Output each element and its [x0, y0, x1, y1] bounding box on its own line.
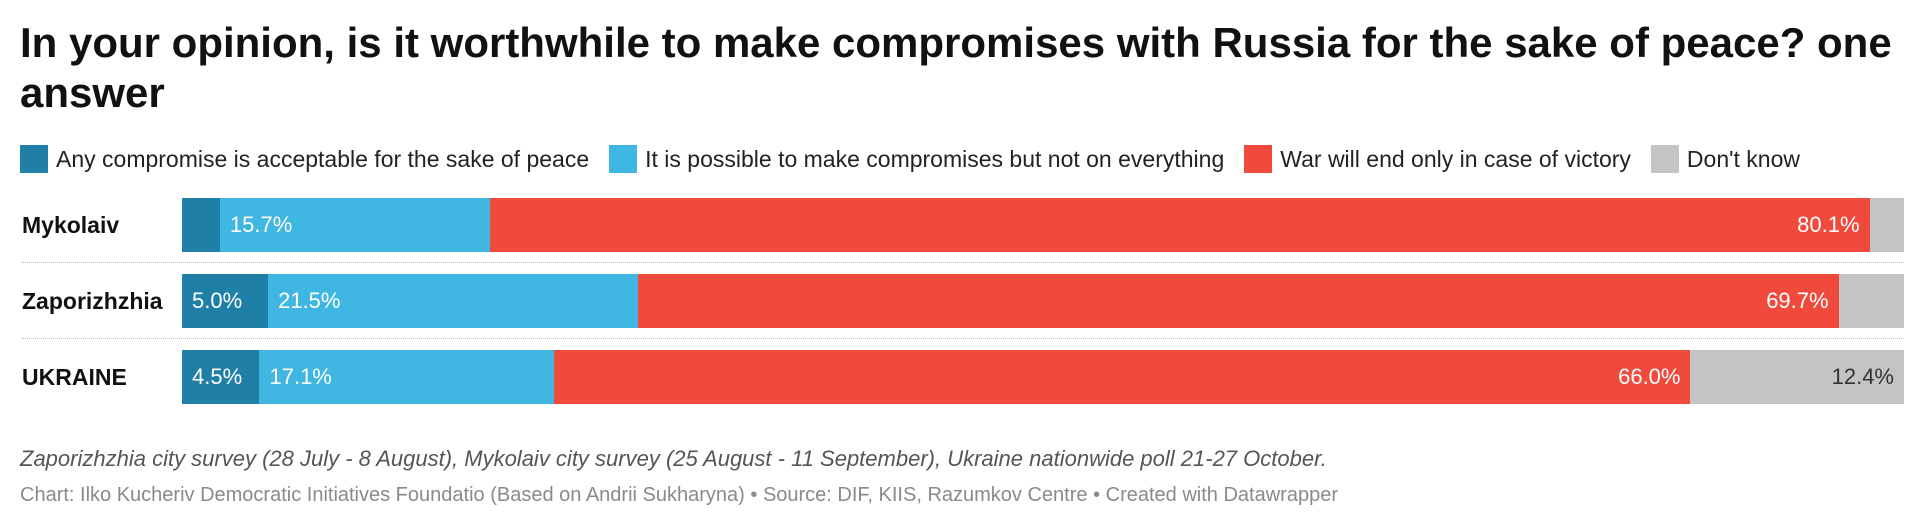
legend-label: It is possible to make compromises but n… — [645, 145, 1225, 172]
data-label: 12.4% — [1831, 364, 1894, 389]
credit-separator: • — [1093, 484, 1101, 506]
bar-row: 5.0% 21.5% 69.7% — [182, 274, 1904, 328]
data-label: 21.5% — [278, 288, 341, 313]
legend-label: Don't know — [1686, 145, 1800, 172]
credit-author: Chart: Ilko Kucheriv Democratic Initiati… — [20, 484, 745, 506]
chart-notes: Zaporizhzhia city survey (28 July - 8 Au… — [20, 446, 1327, 471]
bar-segment-possible — [259, 350, 554, 404]
bar-row: 4.5% 17.1% 66.0% 12.4% — [182, 350, 1904, 404]
credit-separator: • — [750, 484, 758, 506]
bar-segment-victory — [490, 198, 1870, 252]
row-label: Zaporizhzhia — [22, 288, 163, 314]
bar-segment-any-compromise — [182, 274, 269, 328]
bar-segment-dont-know — [1690, 350, 1904, 404]
data-label: 15.7% — [229, 212, 293, 237]
row-label: UKRAINE — [22, 364, 127, 390]
legend-item-any-compromise: Any compromise is acceptable for the sak… — [20, 145, 589, 173]
data-label: 4.5% — [192, 364, 243, 389]
legend-swatch — [1650, 145, 1679, 173]
bar-segment-dont-know — [1869, 198, 1904, 252]
legend-swatch — [20, 145, 48, 173]
bar-segment-possible — [219, 198, 491, 252]
bar-segment-any-compromise — [182, 198, 220, 252]
data-label: 5.0% — [192, 288, 243, 313]
legend-label: Any compromise is acceptable for the sak… — [56, 145, 590, 172]
chart-title: In your opinion, is it worthwhile to mak… — [20, 19, 1892, 116]
credit-source: Source: DIF, KIIS, Razumkov Centre — [762, 484, 1088, 506]
legend: Any compromise is acceptable for the sak… — [20, 144, 1820, 174]
row-divider — [22, 338, 1904, 339]
chart-credit: Chart: Ilko Kucheriv Democratic Initiati… — [20, 484, 1338, 507]
bar-row: 15.7% 80.1% — [182, 198, 1904, 252]
legend-item-possible: It is possible to make compromises but n… — [609, 145, 1224, 173]
data-label: 69.7% — [1766, 288, 1829, 313]
bar-segment-any-compromise — [182, 350, 260, 404]
data-label: 17.1% — [269, 364, 332, 389]
bar-segment-dont-know — [1838, 274, 1904, 328]
legend-item-victory: War will end only in case of victory — [1244, 145, 1631, 173]
legend-label: War will end only in case of victory — [1280, 145, 1631, 172]
data-label: 80.1% — [1797, 212, 1860, 237]
legend-item-dont-know: Don't know — [1650, 145, 1800, 173]
legend-swatch — [609, 145, 638, 173]
bar-segment-victory — [638, 274, 1839, 328]
bar-segment-possible — [268, 274, 639, 328]
row-label: Mykolaiv — [22, 212, 120, 238]
legend-swatch — [1244, 145, 1273, 173]
credit-made-with: Created with Datawrapper — [1105, 484, 1338, 506]
row-divider — [22, 262, 1904, 263]
data-label: 66.0% — [1618, 364, 1681, 389]
bar-segment-victory — [553, 350, 1691, 404]
